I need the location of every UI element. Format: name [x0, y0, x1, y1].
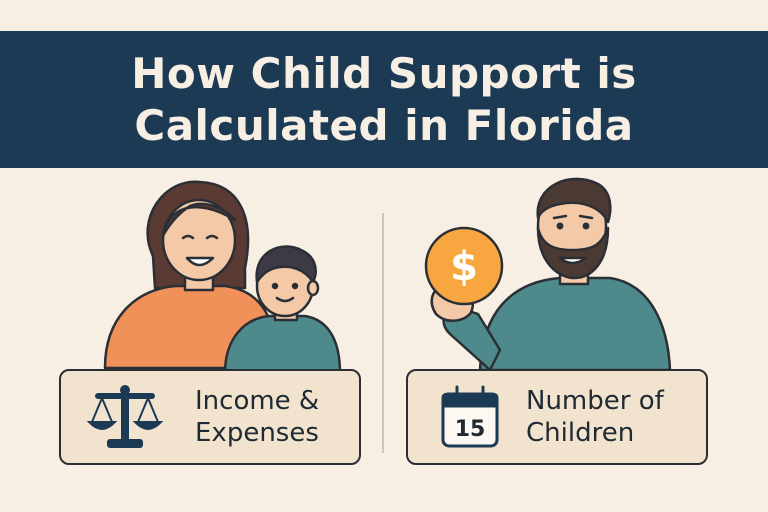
title-line-1: How Child Support is [131, 48, 637, 98]
income-expenses-line-2: Expenses [195, 418, 319, 448]
dollar-sign-icon: $ [450, 244, 478, 290]
scales-of-justice-icon [75, 377, 175, 457]
center-divider [382, 213, 384, 453]
number-of-children-card: 15 Number of Children [406, 369, 708, 465]
number-of-children-line-1: Number of [526, 386, 664, 416]
number-of-children-line-2: Children [526, 418, 635, 448]
calendar-icon: 15 [430, 377, 510, 457]
mother-and-child-illustration [103, 180, 342, 375]
income-expenses-line-1: Income & [195, 386, 320, 416]
father-with-coin-illustration: $ [424, 177, 672, 372]
income-expenses-card: Income & Expenses [59, 369, 361, 465]
title-banner: How Child Support is Calculated in Flori… [0, 31, 768, 168]
title-line-2: Calculated in Florida [134, 100, 634, 150]
calendar-day: 15 [455, 417, 486, 442]
